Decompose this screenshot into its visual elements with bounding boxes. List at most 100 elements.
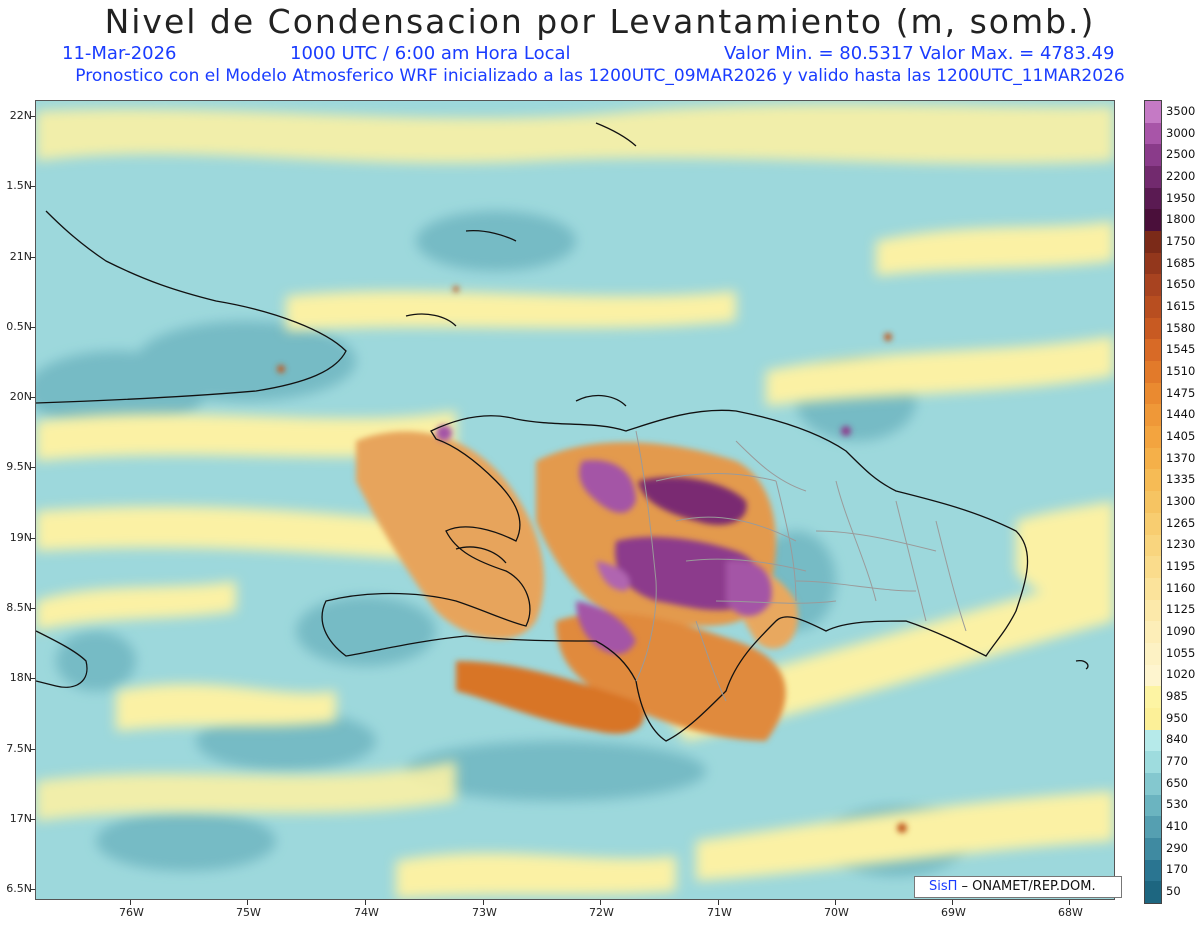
colorbar-swatch	[1145, 296, 1161, 319]
lat-label-16-5n: 6.5N	[6, 882, 32, 895]
lon-tick	[365, 900, 366, 905]
forecast-date: 11-Mar-2026	[62, 43, 177, 64]
lat-tick	[30, 467, 35, 468]
colorbar-label: 1510	[1166, 363, 1196, 378]
lat-tick	[30, 116, 35, 117]
colorbar-label: 3500	[1166, 103, 1196, 118]
credit-org: – ONAMET/REP.DOM.	[957, 879, 1096, 894]
colorbar-label: 1750	[1166, 233, 1196, 248]
lat-label-18-5n: 8.5N	[6, 601, 32, 614]
colorbar-swatch	[1145, 859, 1161, 882]
colorbar-label: 1405	[1166, 428, 1196, 443]
colorbar-swatch	[1145, 664, 1161, 687]
yellow-bands	[36, 104, 1114, 899]
colorbar-label: 1800	[1166, 212, 1196, 227]
lat-tick	[30, 819, 35, 820]
colorbar-swatch	[1145, 382, 1161, 405]
lon-label-68w: 68W	[1058, 906, 1083, 919]
colorbar-swatch	[1145, 577, 1161, 601]
colorbar-label: 1370	[1166, 450, 1196, 465]
colorbar-swatch	[1145, 556, 1161, 579]
colorbar-swatch	[1145, 339, 1161, 362]
lon-tick	[600, 900, 601, 905]
colorbar-label: 1195	[1166, 559, 1196, 574]
lat-label-19-5n: 9.5N	[6, 460, 32, 473]
lat-tick	[30, 608, 35, 609]
lat-tick	[30, 749, 35, 750]
lat-tick	[30, 186, 35, 187]
colorbar-swatch	[1145, 686, 1161, 709]
colorbar-label: 1615	[1166, 298, 1196, 313]
colorbar-swatch	[1145, 209, 1161, 232]
lon-label-72w: 72W	[589, 906, 614, 919]
colorbar-label: 1020	[1166, 667, 1196, 682]
colorbar-swatch	[1145, 231, 1161, 254]
colorbar-swatch	[1145, 404, 1161, 427]
colorbar-label: 1440	[1166, 407, 1196, 422]
colorbar-label: 985	[1166, 689, 1188, 704]
lat-label-17n: 17N	[9, 812, 32, 825]
colorbar-label: 290	[1166, 840, 1188, 855]
value-range: Valor Min. = 80.5317 Valor Max. = 4783.4…	[724, 43, 1115, 64]
colorbar-swatch	[1145, 707, 1161, 731]
province-borders	[635, 430, 967, 702]
colorbar-label: 650	[1166, 775, 1188, 790]
lon-label-75w: 75W	[236, 906, 261, 919]
colorbar-label: 1055	[1166, 645, 1196, 660]
colorbar-swatch	[1145, 361, 1161, 384]
lat-label-21-5n: 1.5N	[6, 179, 32, 192]
colorbar-swatch	[1145, 187, 1161, 210]
map-title: Nivel de Condensacion por Levantamiento …	[104, 2, 1096, 41]
colorbar-label: 1685	[1166, 255, 1196, 270]
colorbar-swatch	[1145, 469, 1161, 492]
colorbar-label: 770	[1166, 754, 1188, 769]
lon-tick	[483, 900, 484, 905]
colorbar-label: 1090	[1166, 624, 1196, 639]
colorbar-swatch	[1145, 491, 1161, 514]
lon-label-71w: 71W	[707, 906, 732, 919]
colorbar-label: 170	[1166, 862, 1188, 877]
credit-box: SisΠ – ONAMET/REP.DOM.	[914, 876, 1122, 898]
lat-tick	[30, 257, 35, 258]
colorbar-swatch	[1145, 621, 1161, 644]
colorbar-swatch	[1145, 816, 1161, 839]
colorbar-swatch	[1145, 512, 1161, 535]
lat-tick	[30, 397, 35, 398]
lon-tick	[835, 900, 836, 905]
colorbar-swatch	[1145, 274, 1161, 297]
colorbar-swatch	[1145, 729, 1161, 752]
coastlines	[36, 122, 1089, 742]
colorbar-swatch	[1145, 166, 1161, 189]
colorbar-swatch	[1145, 426, 1161, 449]
colorbar	[1144, 100, 1162, 904]
lon-tick	[1069, 900, 1070, 905]
colorbar-swatch	[1145, 252, 1161, 275]
colorbar-label: 1580	[1166, 320, 1196, 335]
colorbar-label: 1265	[1166, 515, 1196, 530]
lat-label-19n: 19N	[9, 531, 32, 544]
lat-label-20n: 20N	[9, 390, 32, 403]
colorbar-swatch	[1145, 751, 1161, 774]
map-panel	[35, 100, 1115, 900]
colorbar-swatch	[1145, 837, 1161, 861]
colorbar-label: 2500	[1166, 147, 1196, 162]
colorbar-swatch	[1145, 144, 1161, 167]
colorbar-swatch	[1145, 317, 1161, 340]
lon-label-76w: 76W	[119, 906, 144, 919]
sispi-logo: SisΠ	[929, 879, 958, 894]
lat-label-17-5n: 7.5N	[6, 742, 32, 755]
lat-label-20-5n: 0.5N	[6, 320, 32, 333]
colorbar-label: 1230	[1166, 537, 1196, 552]
lon-tick	[247, 900, 248, 905]
model-subtitle: Pronostico con el Modelo Atmosferico WRF…	[75, 66, 1125, 86]
lat-label-21n: 21N	[9, 250, 32, 263]
colorbar-label: 1160	[1166, 580, 1196, 595]
colorbar-label: 840	[1166, 732, 1188, 747]
lon-label-70w: 70W	[824, 906, 849, 919]
colorbar-label: 1545	[1166, 342, 1196, 357]
colorbar-label: 2200	[1166, 168, 1196, 183]
lat-tick	[30, 327, 35, 328]
colorbar-label: 530	[1166, 797, 1188, 812]
lcl-field-map	[36, 101, 1114, 899]
colorbar-label: 1650	[1166, 277, 1196, 292]
